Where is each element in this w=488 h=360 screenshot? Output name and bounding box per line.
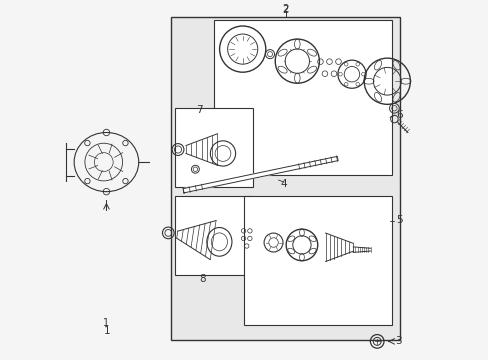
Text: 8: 8: [199, 274, 205, 284]
Text: 2: 2: [282, 5, 288, 15]
Text: 2: 2: [282, 4, 288, 14]
Text: 5: 5: [395, 215, 402, 225]
Text: 6: 6: [395, 110, 402, 120]
Bar: [174, 108, 253, 187]
Text: 1: 1: [103, 319, 109, 328]
Text: 4: 4: [280, 179, 286, 189]
Text: 7: 7: [196, 105, 203, 115]
Bar: [214, 21, 391, 175]
Bar: [244, 196, 391, 325]
Polygon shape: [183, 156, 338, 193]
Text: 1: 1: [104, 325, 111, 336]
Bar: [174, 196, 253, 275]
Bar: [171, 17, 400, 339]
Text: 3: 3: [394, 336, 401, 346]
